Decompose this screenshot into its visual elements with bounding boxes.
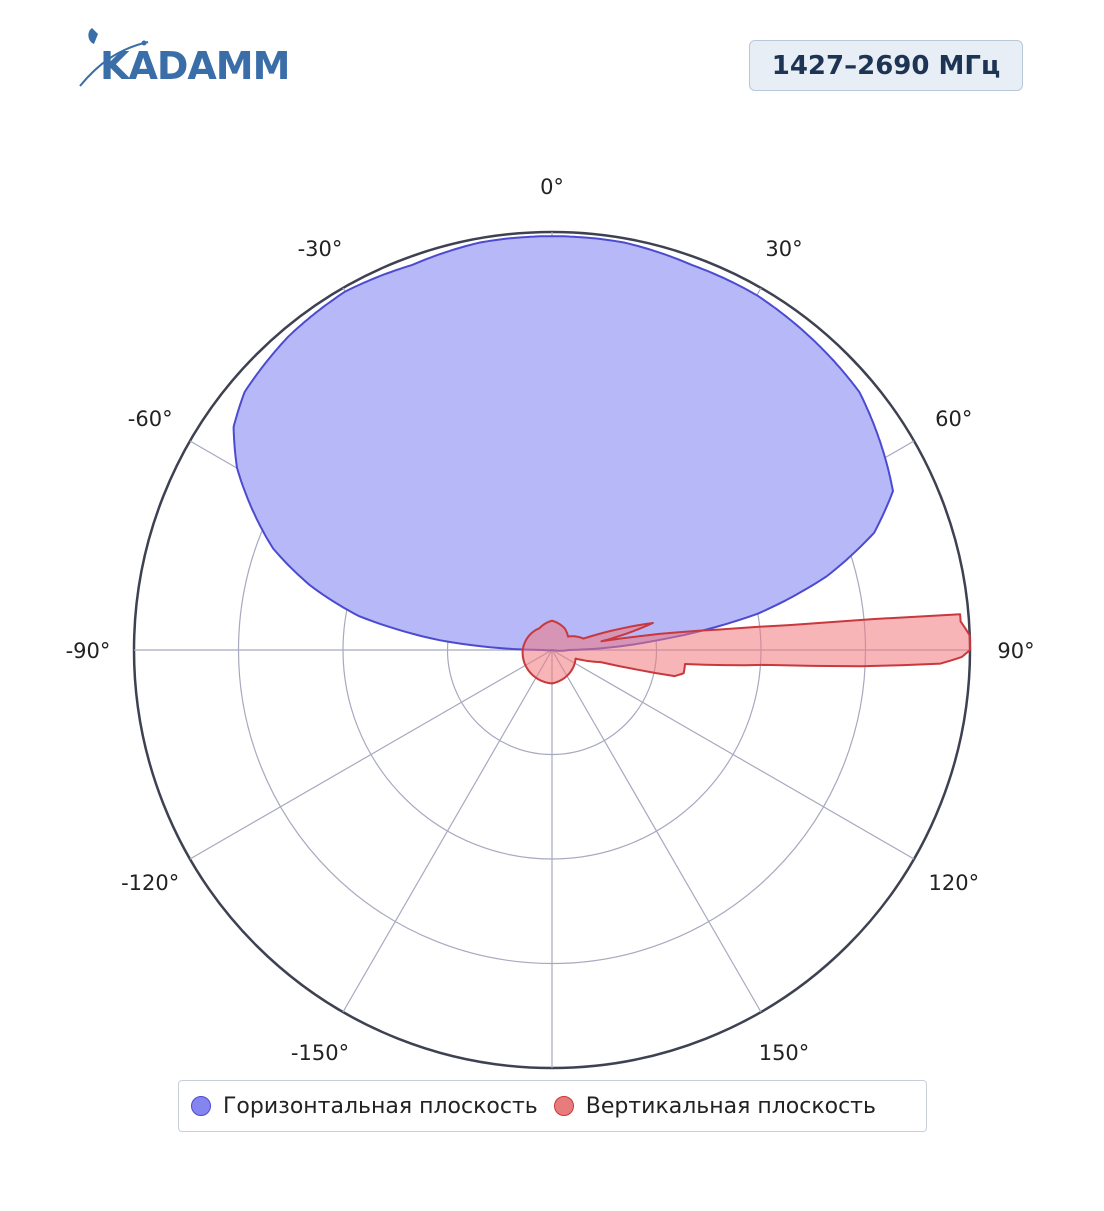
angular-tick-label: 150° [759,1041,810,1065]
angular-tick-label: 60° [935,407,972,431]
logo-text: KADAMM [100,44,290,88]
series-area-0 [232,235,894,652]
legend-dot-horizontal-icon [191,1096,211,1116]
grid-spoke-8 [189,649,553,860]
angular-tick-label: -60° [128,407,173,431]
legend-item-horizontal[interactable]: Горизонтальная плоскость [191,1094,538,1119]
grid-spoke-4 [551,649,915,860]
angular-tick-label: -120° [121,871,179,895]
angular-tick-label: 120° [929,871,980,895]
chart-legend: Горизонтальная плоскость Вертикальная пл… [178,1080,927,1132]
grid-spoke-5 [551,649,762,1013]
frequency-badge: 1427–2690 МГц [749,40,1023,91]
angular-tick-label: -30° [298,237,343,261]
legend-item-vertical[interactable]: Вертикальная плоскость [553,1093,876,1119]
legend-label-vertical: Вертикальная плоскость [585,1093,876,1119]
angular-tick-label: 0° [540,175,564,199]
angular-tick-label: -150° [291,1041,349,1065]
legend-label-horizontal: Горизонтальная плоскость [223,1093,538,1119]
company-logo: KADAMM [78,24,290,92]
angular-tick-label: 90° [997,639,1034,663]
legend-dot-vertical-icon [553,1096,574,1116]
angular-tick-label: -90° [66,639,111,663]
series-area-1 [521,613,971,685]
angular-tick-label: 30° [765,237,802,261]
grid-spoke-7 [342,649,553,1013]
logo-swoosh-icon [79,28,149,87]
